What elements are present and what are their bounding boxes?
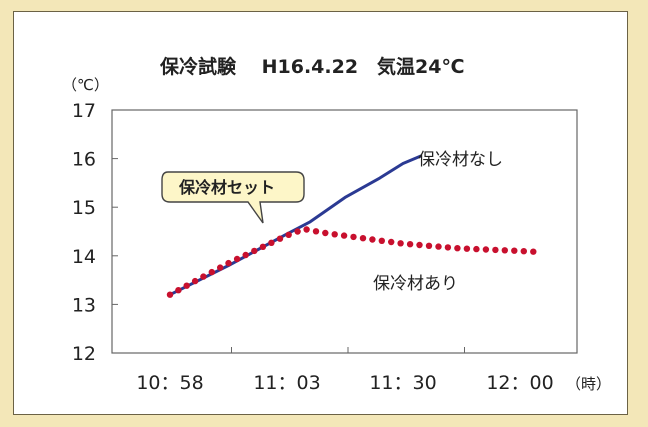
series-dot-with-coolant — [191, 277, 199, 285]
series-dot-with-coolant — [425, 242, 433, 249]
series-dot-with-coolant — [322, 229, 329, 237]
series-dot-with-coolant — [208, 268, 215, 276]
series-dot-with-coolant — [501, 247, 508, 254]
series-dot-with-coolant — [175, 287, 182, 294]
series-dot-with-coolant — [454, 245, 461, 252]
y-tick-label: 15 — [72, 197, 96, 219]
y-tick-label: 12 — [72, 343, 96, 365]
series-dot-with-coolant — [200, 273, 207, 280]
x-tick-label: 12：00 — [486, 372, 553, 394]
series-dot-with-coolant — [359, 235, 367, 242]
series-dot-with-coolant — [242, 251, 249, 259]
series-dot-with-coolant — [350, 233, 357, 241]
y-axis-unit: （℃） — [62, 76, 109, 94]
series-dot-with-coolant — [416, 241, 423, 249]
series-dot-with-coolant — [233, 255, 241, 263]
series-label-no-coolant: 保冷材なし — [418, 150, 503, 170]
x-tick-label: 10：58 — [136, 372, 203, 394]
series-dot-with-coolant — [473, 245, 480, 253]
series-label-with-coolant: 保冷材あり — [373, 274, 458, 294]
y-tick-label: 16 — [72, 149, 96, 171]
series-dot-with-coolant — [406, 241, 414, 248]
callout-bubble: 保冷材セット — [161, 171, 305, 224]
series-dot-with-coolant — [251, 247, 258, 255]
series-dot-with-coolant — [520, 248, 527, 255]
series-dot-with-coolant — [492, 246, 499, 254]
series-dot-with-coolant — [303, 226, 310, 233]
callout-shape — [161, 171, 305, 224]
series-dot-with-coolant — [285, 231, 292, 238]
series-dot-with-coolant — [312, 228, 320, 235]
y-tick-label: 13 — [72, 294, 96, 316]
x-tick-label: 11：30 — [369, 372, 436, 394]
series-dot-with-coolant — [268, 239, 275, 246]
series-dot-with-coolant — [388, 238, 395, 246]
series-dot-with-coolant — [225, 259, 232, 267]
series-dot-with-coolant — [166, 291, 174, 298]
series-dot-with-coolant — [369, 236, 376, 243]
series-dot-with-coolant — [435, 243, 442, 250]
series-dot-with-coolant — [530, 248, 537, 255]
series-dot-with-coolant — [294, 228, 301, 235]
plot-area — [111, 109, 578, 354]
series-dot-with-coolant — [378, 237, 385, 244]
chart-title: 保冷試験 H16.4.22 気温24℃ — [159, 55, 465, 78]
x-tick-labels: 10：58 11：03 11：30 12：00 — [136, 347, 554, 394]
series-dot-with-coolant — [397, 240, 404, 247]
series-dot-with-coolant — [217, 264, 224, 271]
y-tick-labels: 17 16 15 14 13 12 — [72, 100, 118, 365]
y-tick-label: 17 — [72, 100, 96, 122]
series-dot-with-coolant — [482, 246, 490, 253]
series-dot-with-coolant — [340, 232, 348, 239]
series-dot-with-coolant — [259, 243, 267, 250]
x-tick-label: 11：03 — [253, 372, 320, 394]
series-dot-with-coolant — [276, 235, 284, 242]
y-tick-label: 14 — [72, 246, 96, 268]
series-dot-with-coolant — [463, 245, 471, 252]
series-dot-with-coolant — [183, 282, 190, 289]
callout-text: 保冷材セット — [178, 178, 275, 197]
x-axis-unit: （時） — [566, 375, 611, 393]
series-dot-with-coolant — [511, 247, 518, 254]
series-layer — [166, 154, 537, 298]
series-dot-with-coolant — [331, 231, 338, 238]
series-dot-with-coolant — [444, 244, 452, 251]
